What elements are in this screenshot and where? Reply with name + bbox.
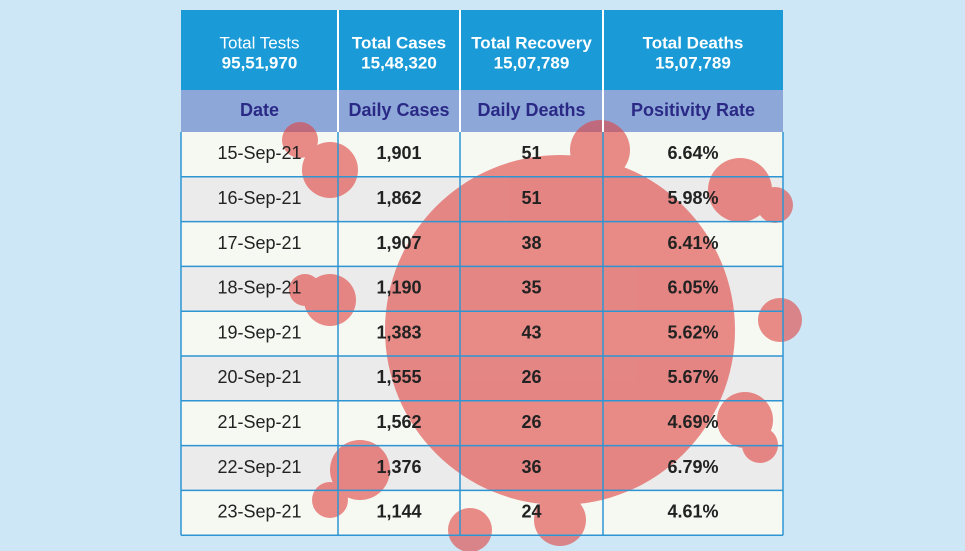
summary-label: Total Tests	[219, 33, 299, 52]
cell: 23-Sep-21	[217, 502, 301, 522]
summary-value: 15,07,789	[494, 53, 570, 72]
cell: 1,383	[376, 322, 421, 342]
cell: 51	[521, 188, 541, 208]
cell: 1,555	[376, 367, 421, 387]
column-header: Daily Deaths	[477, 100, 585, 120]
cell: 1,901	[376, 143, 421, 163]
column-header: Positivity Rate	[631, 100, 755, 120]
cell: 17-Sep-21	[217, 233, 301, 253]
cell: 4.61%	[667, 502, 718, 522]
summary-label: Total Cases	[352, 33, 446, 52]
cell: 1,562	[376, 412, 421, 432]
summary-value: 15,07,789	[655, 53, 731, 72]
column-header: Daily Cases	[348, 100, 449, 120]
cell: 5.67%	[667, 367, 718, 387]
cell: 16-Sep-21	[217, 188, 301, 208]
column-header-bg	[181, 90, 783, 132]
cell: 51	[521, 143, 541, 163]
cell: 1,907	[376, 233, 421, 253]
cell: 20-Sep-21	[217, 367, 301, 387]
cell: 1,376	[376, 457, 421, 477]
cell: 35	[521, 278, 541, 298]
column-header: Date	[240, 100, 279, 120]
cell: 43	[521, 322, 541, 342]
summary-value: 95,51,970	[222, 53, 298, 72]
cell: 1,144	[376, 502, 421, 522]
cell: 6.64%	[667, 143, 718, 163]
cell: 38	[521, 233, 541, 253]
virus-illustration	[282, 120, 802, 551]
cell: 5.98%	[667, 188, 718, 208]
cell: 4.69%	[667, 412, 718, 432]
cell: 19-Sep-21	[217, 322, 301, 342]
summary-value: 15,48,320	[361, 53, 437, 72]
cell: 26	[521, 367, 541, 387]
cell: 6.41%	[667, 233, 718, 253]
cell: 18-Sep-21	[217, 278, 301, 298]
summary-label: Total Deaths	[643, 33, 744, 52]
cell: 5.62%	[667, 322, 718, 342]
summary-bg	[181, 10, 783, 90]
cell: 36	[521, 457, 541, 477]
cell: 15-Sep-21	[217, 143, 301, 163]
cell: 26	[521, 412, 541, 432]
cell: 6.05%	[667, 278, 718, 298]
cell: 6.79%	[667, 457, 718, 477]
cell: 21-Sep-21	[217, 412, 301, 432]
cell: 24	[521, 502, 541, 522]
cell: 1,862	[376, 188, 421, 208]
cell: 1,190	[376, 278, 421, 298]
row-bg	[181, 132, 783, 177]
summary-label: Total Recovery	[471, 33, 592, 52]
cell: 22-Sep-21	[217, 457, 301, 477]
